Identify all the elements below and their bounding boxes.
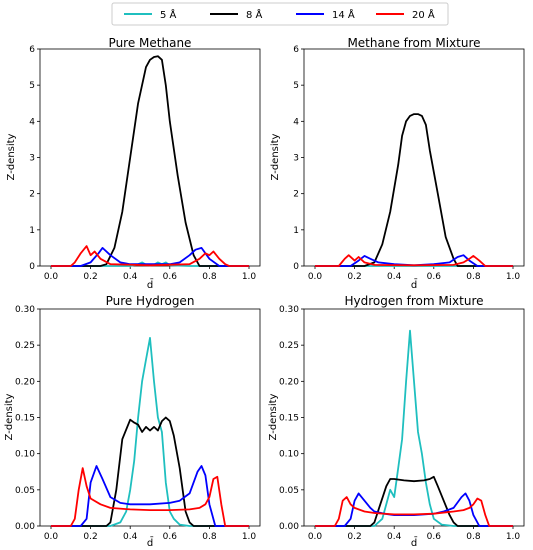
axes-frame [39,48,261,267]
series-line-8 [51,55,249,267]
y-tick-label: 0.05 [15,486,35,496]
y-tick-label: 6 [29,45,35,55]
x-tick-label: 1.0 [506,532,521,542]
x-tick-label: 1.0 [242,272,257,282]
y-tick-label: 4 [293,117,299,127]
legend-label-1: 8 Å [246,8,263,21]
y-tick-label: 0.15 [15,414,35,424]
x-tick-label: 0.0 [44,532,59,542]
x-tick-label: 1.0 [242,532,257,542]
legend-frame [111,2,449,26]
x-tick-label: 0.2 [347,532,361,542]
y-tick-label: 4 [29,117,35,127]
y-tick-label: 0.05 [279,486,299,496]
series-line-5 [51,336,249,527]
x-axis-label: d̄ [411,536,417,549]
y-tick-label: 0 [29,262,35,272]
x-tick-label: 0.2 [347,272,361,282]
y-tick-label: 0 [293,262,299,272]
x-tick-label: 0.6 [427,532,442,542]
panel-title: Pure Hydrogen [106,294,195,308]
y-axis-label: Z-density [6,133,17,180]
x-tick-label: 0.0 [308,532,323,542]
x-axis-label: d̄ [411,278,417,291]
panel-title: Pure Methane [109,36,192,50]
x-tick-label: 0.4 [387,272,402,282]
y-tick-label: 0.30 [279,305,299,315]
x-tick-label: 0.2 [83,532,97,542]
series-line-14 [51,465,249,527]
series-line-5 [315,329,513,527]
x-tick-label: 0.4 [123,532,138,542]
y-tick-label: 0.00 [279,522,299,532]
series-line-14 [51,246,249,267]
x-tick-label: 0.2 [83,272,97,282]
x-tick-label: 0.8 [466,272,481,282]
x-tick-label: 0.8 [202,272,217,282]
x-tick-label: 0.8 [466,532,481,542]
y-tick-label: 1 [29,226,35,236]
series-line-8 [315,113,513,267]
x-tick-label: 0.6 [427,272,442,282]
y-tick-label: 3 [293,154,299,164]
y-tick-label: 2 [29,190,35,200]
series-line-20 [315,254,513,267]
y-tick-label: 0.25 [279,341,299,351]
x-tick-label: 0.4 [123,272,138,282]
axes-frame [303,308,525,527]
y-tick-label: 0.20 [15,377,35,387]
y-tick-label: 0.10 [279,450,299,460]
series-line-20 [51,467,249,527]
x-tick-label: 0.6 [163,532,178,542]
y-tick-label: 3 [29,154,35,164]
y-tick-label: 0.15 [279,414,299,424]
panel-pure-methane: Pure Methane Z-density d̄ 0.0 0.2 0.4 0.6 0.… [6,36,261,291]
y-tick-label: 0.25 [15,341,35,351]
legend-label-3: 20 Å [412,8,435,21]
panel-pure-hydrogen: Pure Hydrogen Z-density d̄ 0.0 0.2 0.4 0.6 0… [4,294,261,549]
x-tick-label: 0.0 [44,272,59,282]
series-line-20 [315,496,513,527]
x-tick-label: 0.8 [202,532,217,542]
series-line-8 [51,416,249,527]
x-tick-label: 0.4 [387,532,402,542]
series-line-8 [315,475,513,527]
plot-area: 0.0 0.2 0.4 0.6 0.8 1.0 0 1 2 3 4 5 6 [29,45,261,282]
y-axis-label: Z-density [268,393,279,440]
y-tick-label: 5 [293,81,299,91]
legend-label-2: 14 Å [332,8,355,21]
x-tick-label: 1.0 [506,272,521,282]
x-axis-label: d̄ [147,278,153,291]
y-tick-label: 0.30 [15,305,35,315]
panel-title: Hydrogen from Mixture [344,294,483,308]
y-tick-label: 0.20 [279,377,299,387]
panel-title: Methane from Mixture [347,36,480,50]
y-axis-label: Z-density [270,133,281,180]
x-axis-label: d̄ [147,536,153,549]
plot-area: 0.0 0.2 0.4 0.6 0.8 1.0 0.00 0.05 0.10 0.15 0.20 0.… [15,305,261,542]
panel-methane-from-mixture: Methane from Mixture Z-density d̄ 0.0 0.2… [270,36,525,291]
y-axis-label: Z-density [4,393,15,440]
y-tick-label: 0.10 [15,450,35,460]
x-tick-label: 0.0 [308,272,323,282]
y-tick-label: 6 [293,45,299,55]
y-tick-label: 5 [29,81,35,91]
plot-area: 0.0 0.2 0.4 0.6 0.8 1.0 0.00 0.05 0.10 0.15 0.20 0.… [279,305,525,542]
axes-frame [303,48,525,267]
y-tick-label: 2 [293,190,299,200]
y-tick-label: 0.00 [15,522,35,532]
x-tick-label: 0.6 [163,272,178,282]
y-tick-label: 1 [293,226,299,236]
legend: 5 Å 8 Å 14 Å 20 Å [111,2,449,26]
legend-label-0: 5 Å [160,8,177,21]
series-line-20 [51,245,249,267]
panel-hydrogen-from-mixture: Hydrogen from Mixture Z-density d̄ 0.0 0.… [268,294,525,549]
plot-area: 0.0 0.2 0.4 0.6 0.8 1.0 0 1 2 3 4 5 6 [293,45,525,282]
